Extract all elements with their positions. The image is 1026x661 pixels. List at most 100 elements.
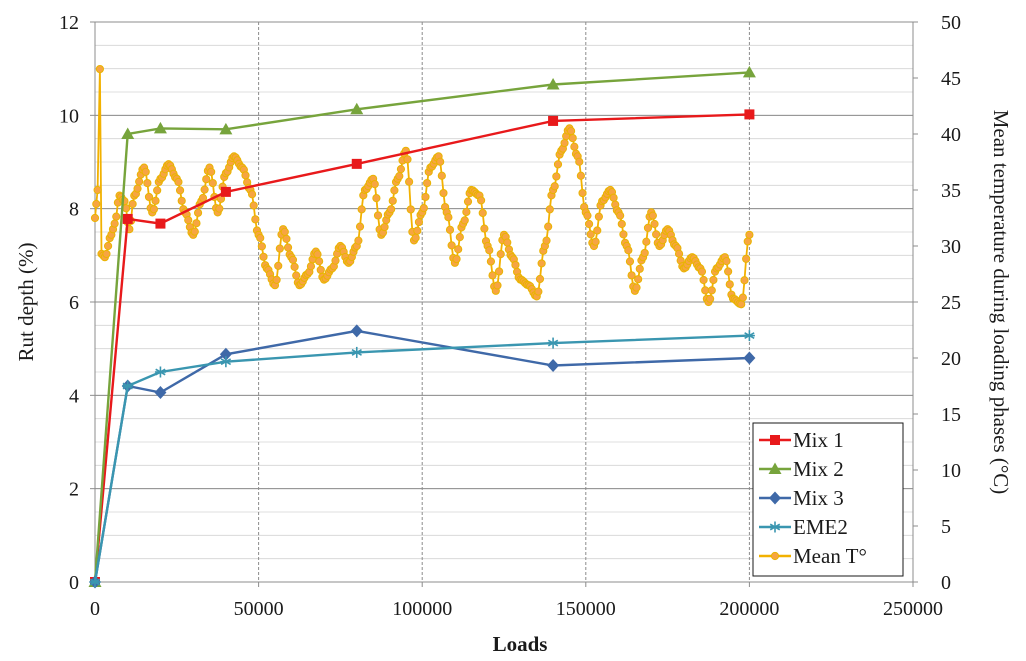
legend-swatch-marker xyxy=(769,521,781,533)
data-point-mix-2 xyxy=(153,121,167,134)
data-point-mean-t xyxy=(445,225,455,234)
data-point-mean-t xyxy=(175,186,185,195)
data-point-mean-t xyxy=(141,167,150,176)
data-point-mean-t xyxy=(275,244,284,253)
legend-swatch-marker xyxy=(770,435,780,445)
data-point-mean-t xyxy=(496,250,505,259)
legend-label: EME2 xyxy=(793,515,848,539)
data-point-mean-t xyxy=(306,262,316,271)
legend-item-mean-t: Mean T° xyxy=(759,544,867,568)
data-point-mean-t xyxy=(290,262,299,271)
data-point-mean-t xyxy=(133,184,142,193)
data-point-mean-t xyxy=(560,138,569,148)
y-axis-title: Rut depth (%) xyxy=(14,243,38,362)
y2-tick-label: 5 xyxy=(941,516,951,538)
data-point-mean-t xyxy=(454,245,463,254)
data-point-mean-t xyxy=(128,199,137,209)
data-point-mean-t xyxy=(200,185,209,194)
data-point-mean-t xyxy=(190,227,199,236)
data-point-mix-2 xyxy=(742,65,756,78)
data-point-mean-t xyxy=(537,259,546,268)
data-point-mean-t xyxy=(184,216,193,225)
data-point-mix-1 xyxy=(744,109,755,120)
data-point-mean-t xyxy=(102,249,111,259)
data-point-mean-t xyxy=(316,265,325,275)
data-point-mean-t xyxy=(282,234,291,243)
data-point-mean-t xyxy=(259,252,268,261)
data-point-mean-t xyxy=(674,249,684,258)
data-point-mean-t xyxy=(544,222,553,231)
data-point-mean-t xyxy=(93,185,102,195)
data-point-mean-t xyxy=(542,236,551,245)
data-point-mean-t xyxy=(627,271,636,280)
data-point-mean-t xyxy=(198,193,208,203)
data-point-mean-t xyxy=(421,192,430,202)
data-point-mean-t xyxy=(724,267,733,276)
y-tick-label: 8 xyxy=(69,199,79,221)
data-point-mix-3 xyxy=(743,351,756,365)
data-point-mean-t xyxy=(463,197,473,206)
data-point-mean-t xyxy=(697,267,707,276)
data-point-mean-t xyxy=(406,205,415,214)
data-point-mean-t xyxy=(251,215,260,224)
data-point-mix-1 xyxy=(220,186,231,197)
data-point-mean-t xyxy=(740,276,749,285)
data-point-mean-t xyxy=(743,237,752,246)
data-point-mean-t xyxy=(414,217,424,227)
y2-tick-label: 45 xyxy=(941,68,961,90)
data-point-mean-t xyxy=(737,300,746,309)
data-point-mean-t xyxy=(586,230,595,239)
data-point-mean-t xyxy=(725,280,734,289)
y-tick-label: 4 xyxy=(69,385,79,407)
data-point-mean-t xyxy=(494,267,504,276)
legend-item-mix-1: Mix 1 xyxy=(759,428,844,452)
data-point-mean-t xyxy=(331,256,340,265)
data-point-mean-t xyxy=(313,250,322,259)
data-point-mean-t xyxy=(625,257,635,266)
data-point-mean-t xyxy=(738,293,747,302)
data-point-mean-t xyxy=(534,287,543,296)
x-tick-label: 150000 xyxy=(556,598,616,620)
data-point-mean-t xyxy=(643,223,653,232)
data-point-mean-t xyxy=(288,255,298,264)
data-point-mean-t xyxy=(578,188,587,198)
data-point-mean-t xyxy=(609,193,618,202)
data-point-mean-t xyxy=(707,286,716,295)
y2-tick-label: 20 xyxy=(941,348,961,370)
y-axis-ticks: 0 2 4 6 8 10 12 xyxy=(59,12,95,594)
legend-label: Mix 3 xyxy=(793,486,844,510)
data-point-mean-t xyxy=(215,204,224,213)
data-point-mean-t xyxy=(395,172,404,181)
data-point-mean-t xyxy=(151,196,160,205)
data-point-mean-t xyxy=(436,157,445,166)
legend-item-mix-3: Mix 3 xyxy=(759,486,844,510)
data-point-mean-t xyxy=(553,160,563,169)
data-point-mean-t xyxy=(355,222,365,231)
data-point-mean-t xyxy=(177,196,186,205)
data-point-mean-t xyxy=(480,224,489,233)
data-point-eme2 xyxy=(547,337,559,349)
data-point-mean-t xyxy=(742,254,751,263)
data-point-mean-t xyxy=(144,192,154,202)
data-point-mean-t xyxy=(575,157,584,166)
data-point-mean-t xyxy=(640,248,649,258)
y2-tick-label: 25 xyxy=(941,292,961,314)
legend-item-mix-2: Mix 2 xyxy=(759,457,844,481)
data-point-mean-t xyxy=(92,199,101,209)
data-point-mean-t xyxy=(413,226,422,235)
data-point-mix-2 xyxy=(350,102,364,115)
data-point-mean-t xyxy=(280,227,289,236)
data-point-mean-t xyxy=(423,178,432,188)
data-point-mean-t xyxy=(566,126,576,136)
data-point-mean-t xyxy=(149,205,158,214)
series-eme2 xyxy=(89,330,755,588)
data-point-mean-t xyxy=(292,271,301,280)
data-point-mean-t xyxy=(486,257,496,266)
data-point-mean-t xyxy=(192,219,201,228)
data-point-mean-t xyxy=(174,177,183,187)
data-point-mean-t xyxy=(634,275,643,284)
data-point-mean-t xyxy=(709,275,718,285)
data-point-mean-t xyxy=(439,188,448,198)
data-point-mean-t xyxy=(247,190,257,199)
